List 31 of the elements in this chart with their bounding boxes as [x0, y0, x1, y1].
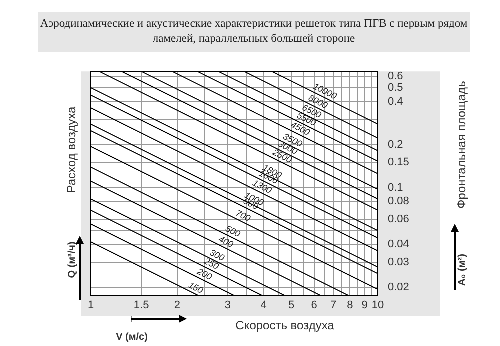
x-tick-label: 7: [330, 300, 337, 312]
x-tick-label: 4: [260, 300, 267, 312]
x-tick-label: 2: [174, 300, 180, 312]
text: Расход воздуха: [64, 106, 78, 194]
y-tick-label: 0.15: [388, 156, 410, 169]
x-tick-label: 5: [288, 300, 295, 312]
y-tick-label: 0.06: [388, 214, 410, 226]
y-tick-label: 0.1: [388, 182, 404, 194]
y-tick-label: 0.02: [388, 282, 410, 294]
x-tick-label: 8: [347, 300, 354, 312]
text: Q (м³/ч): [66, 242, 78, 278]
y-axis-title: Фронтальная площадь: [454, 81, 468, 209]
y-tick-label: 0.6: [388, 70, 404, 83]
x-tick-label: 3: [224, 300, 231, 312]
y-tick-label: 0.4: [388, 96, 404, 108]
y-tick-label: 0.2: [388, 138, 404, 151]
y-tick-label: 0.08: [388, 196, 410, 208]
y-tick-label: 0.04: [388, 238, 410, 251]
y-tick-label: 0.03: [388, 256, 410, 269]
text: 700: [234, 208, 252, 224]
text: V (м/с): [116, 332, 148, 343]
x-tick-label: 1.5: [134, 300, 150, 312]
y-tick-label: 0.5: [388, 82, 404, 94]
x-axis-title: Скорость воздуха: [236, 318, 335, 332]
text: 150: [187, 280, 205, 296]
x-tick-label: 10: [372, 300, 384, 312]
text: A₀ (м²): [456, 254, 468, 286]
x-tick-label: 1: [88, 300, 94, 312]
x-tick-label: 6: [311, 300, 318, 312]
x-tick-label: 9: [362, 300, 368, 312]
chart-title: Аэродинамические и акустические характеристики решеток типа ПГВ с первым рядом ламелей, параллельных большей стороне: [39, 17, 469, 47]
